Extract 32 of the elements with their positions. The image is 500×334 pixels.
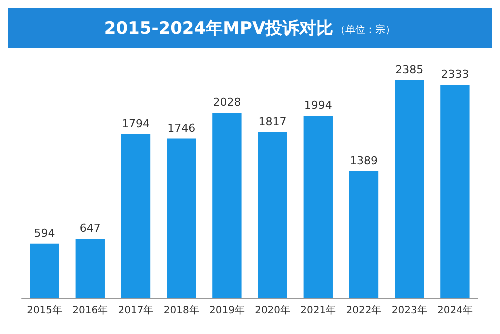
- data-label: 1389: [350, 154, 378, 168]
- bar: [349, 171, 379, 298]
- x-tick-label: 2019年: [209, 304, 245, 316]
- x-tick-label: 2021年: [300, 304, 336, 316]
- bar: [76, 238, 105, 298]
- bar: [30, 244, 60, 298]
- bar: [440, 85, 470, 298]
- data-label: 1794: [122, 117, 150, 130]
- bar: [167, 138, 196, 298]
- x-tick-label: 2022年: [346, 304, 382, 316]
- bar: [304, 116, 333, 298]
- data-label: 1994: [304, 99, 332, 112]
- bar: [258, 132, 288, 298]
- data-label: 2028: [213, 96, 242, 110]
- data-label: 2385: [396, 63, 424, 76]
- x-tick-label: 2020年: [255, 304, 291, 316]
- chart-subtitle: （单位：宗）: [336, 24, 396, 37]
- x-tick-label: 2018年: [164, 304, 200, 316]
- bar: [395, 80, 424, 298]
- chart-title: 2015-2024年MPV投诉对比: [104, 18, 334, 40]
- x-tick-label: 2024年: [437, 304, 473, 316]
- x-tick-label: 2017年: [118, 304, 154, 316]
- x-tick-label: 2015年: [27, 304, 63, 316]
- bar: [121, 134, 151, 298]
- x-tick-label: 2016年: [72, 304, 108, 316]
- x-tick-label: 2023年: [392, 304, 428, 316]
- data-label: 594: [34, 226, 56, 240]
- data-label: 647: [80, 222, 101, 235]
- bar: [212, 113, 242, 298]
- data-label: 2333: [441, 68, 470, 82]
- data-label: 1817: [258, 115, 287, 128]
- data-label: 1746: [168, 122, 196, 135]
